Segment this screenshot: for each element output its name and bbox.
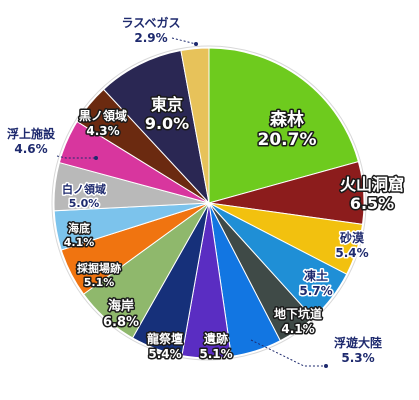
- pie-label-value-4: 5.7%: [299, 284, 332, 298]
- pie-label-name-5: 地下坑道: [274, 306, 322, 321]
- pie-label-name-2: 火山洞窟: [340, 175, 404, 194]
- pie-slice-16: [180, 47, 210, 204]
- pie-label-name-15: 東京: [151, 95, 183, 114]
- leader-dot-13: [94, 156, 98, 160]
- pie-label-value-14: 4.3%: [86, 124, 119, 138]
- pie-label-value-11: 4.1%: [64, 236, 95, 249]
- pie-label-name-1: 森林: [270, 109, 304, 130]
- pie-label-value-12: 5.0%: [69, 197, 100, 210]
- pie-label-name-7: 遺跡: [203, 331, 228, 346]
- pie-slice-1: [208, 47, 359, 204]
- pie-label-value-10: 5.1%: [84, 276, 115, 289]
- pie-label-name-8: 龍祭壇: [147, 331, 183, 346]
- pie-label-name-6: 浮遊大陸: [334, 335, 382, 350]
- pie-label-name-10: 採掘場跡: [77, 261, 121, 275]
- pie-label-name-13: 浮上施設: [7, 126, 56, 141]
- pie-label-value-2: 6.5%: [350, 194, 394, 213]
- pie-label-value-15: 9.0%: [145, 114, 189, 133]
- leader-dot-6: [324, 364, 328, 368]
- leader-line-16: [171, 37, 197, 45]
- pie-label-value-3: 5.4%: [335, 246, 368, 260]
- leader-dot-16: [194, 42, 198, 46]
- pie-label-value-16: 2.9%: [134, 31, 167, 45]
- pie-label-value-7: 5.1%: [199, 347, 232, 361]
- pie-label-name-16: ラスベガス: [122, 15, 181, 30]
- pie-label-value-1: 20.7%: [258, 130, 317, 150]
- pie-label-name-4: 凍土: [304, 268, 328, 283]
- pie-label-name-9: 海岸: [108, 298, 134, 314]
- leader-line-6: [250, 339, 326, 367]
- leader-line-13: [56, 155, 96, 159]
- pie-label-value-8: 5.4%: [148, 347, 181, 361]
- pie-slice-15: [102, 49, 210, 205]
- pie-label-value-5: 4.1%: [281, 322, 314, 336]
- pie-label-name-11: 海底: [68, 221, 90, 235]
- pie-label-name-12: 白ノ領域: [62, 182, 106, 196]
- pie-label-name-3: 砂漠: [339, 230, 365, 245]
- pie-label-value-13: 4.6%: [14, 142, 47, 156]
- pie-label-value-9: 6.8%: [103, 315, 139, 330]
- pie-label-value-6: 5.3%: [341, 351, 374, 365]
- pie-label-name-14: 黒ノ領域: [79, 108, 127, 123]
